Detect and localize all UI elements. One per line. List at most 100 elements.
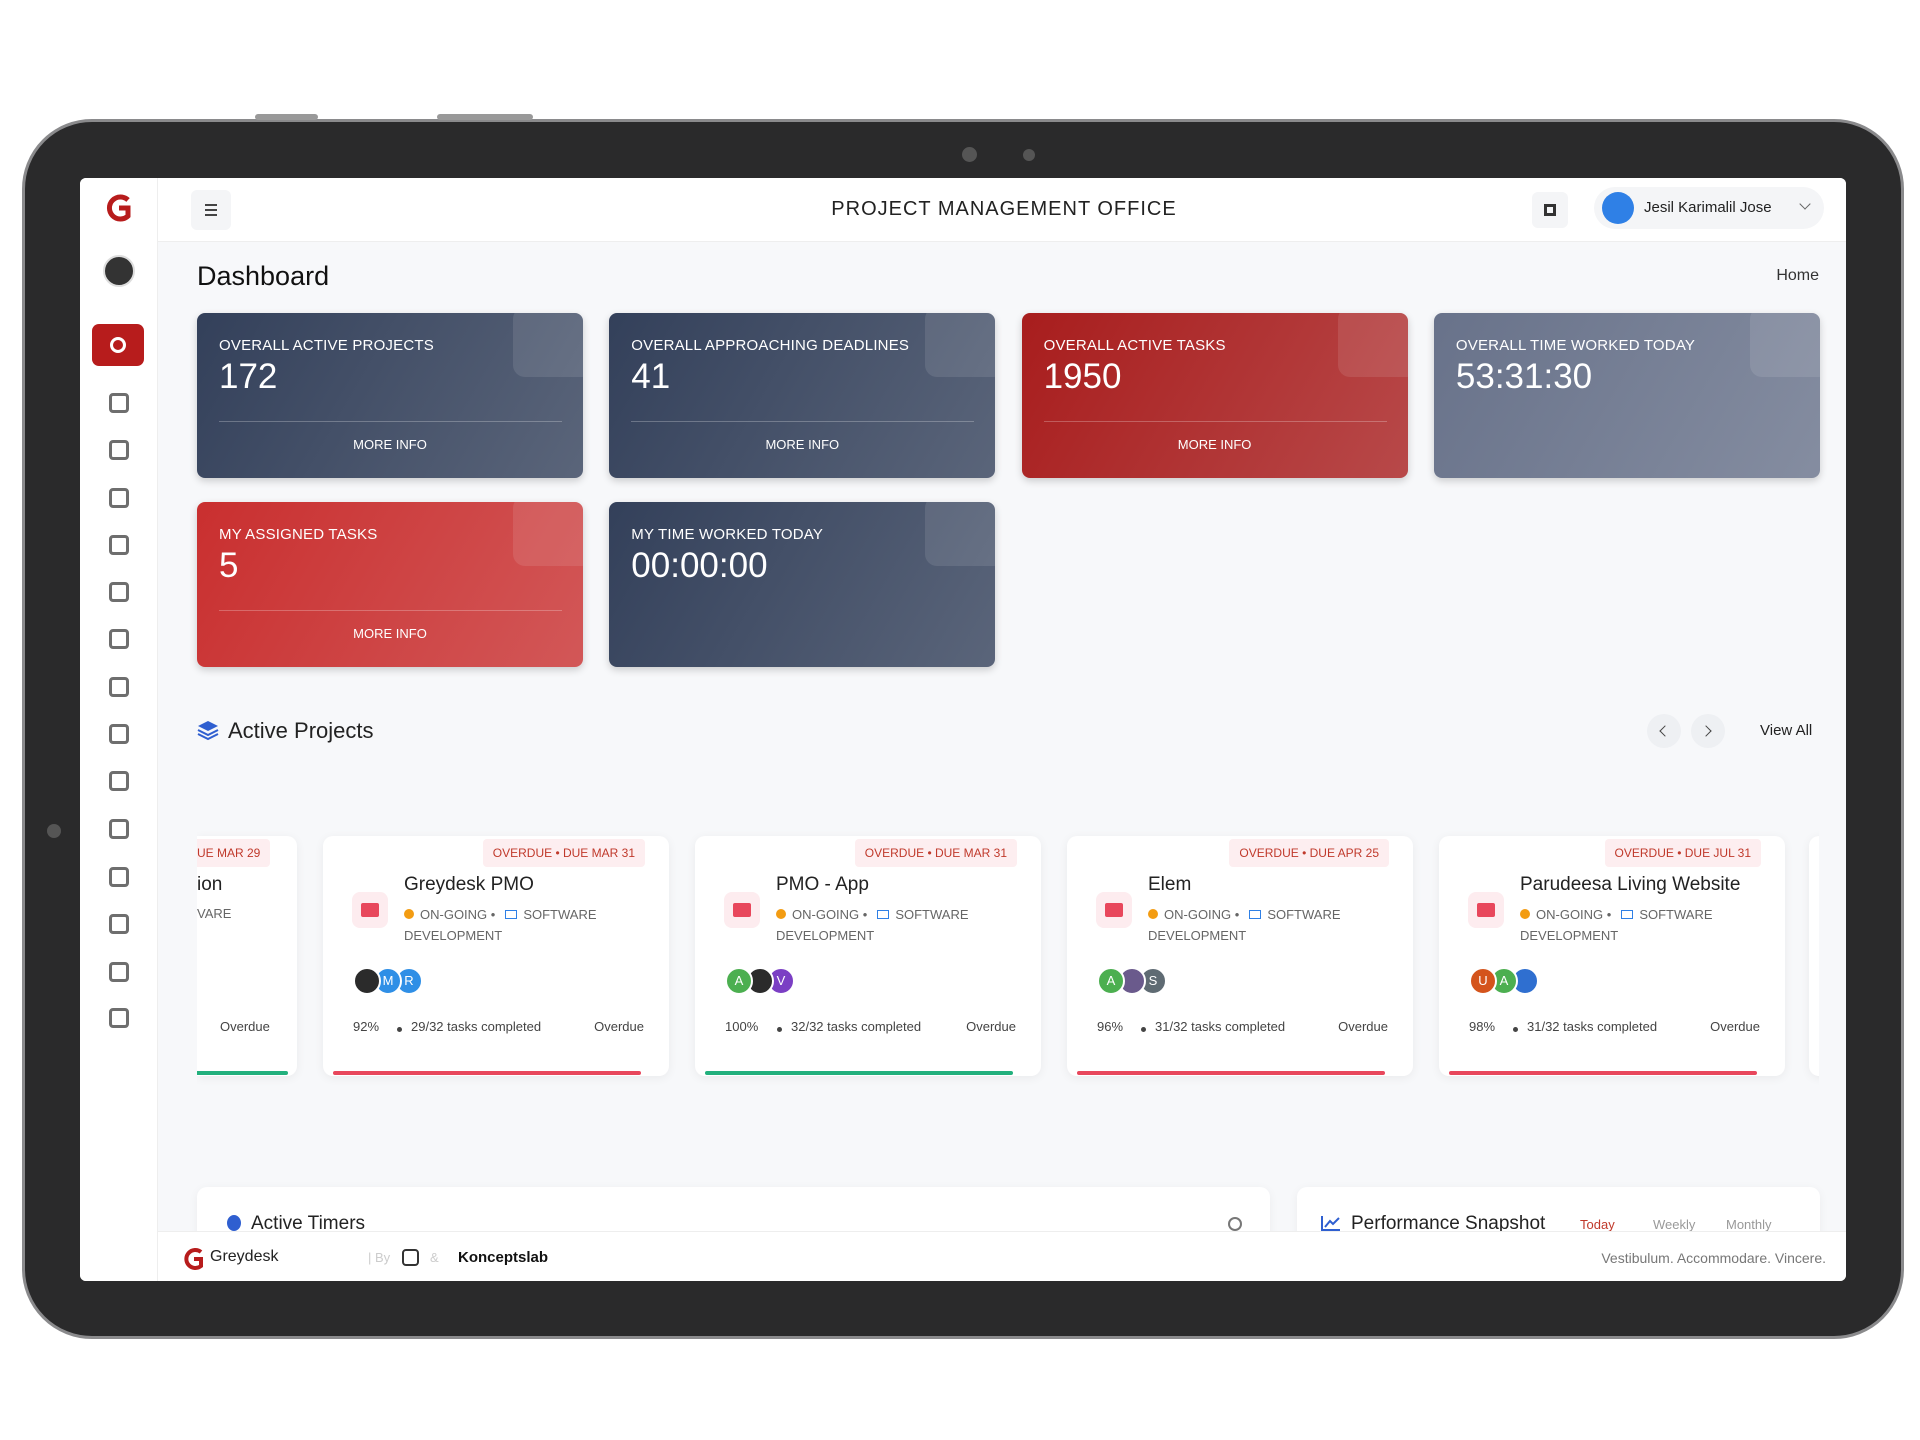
decorative-icon [925, 502, 996, 566]
stat-card: OVERALL ACTIVE PROJECTS 172 MORE INFO [197, 313, 583, 478]
nav-item[interactable] [109, 914, 129, 934]
nav-item[interactable] [109, 582, 129, 602]
avatar [746, 967, 774, 995]
avatar: U [1469, 967, 1497, 995]
project-card-partial[interactable]: UE MAR 29 ion VARE Overdue [197, 836, 297, 1076]
project-state: Overdue [1338, 1019, 1388, 1034]
decorative-icon [1749, 313, 1820, 377]
project-status: ON-GOING • [420, 907, 496, 922]
badge: OVERDUE • DUE JUL 31 [1604, 839, 1761, 867]
badge: UE MAR 29 [197, 839, 271, 867]
avatar: A [1097, 967, 1125, 995]
camera [962, 147, 977, 162]
status-icon [1148, 909, 1158, 919]
project-name: Greydesk PMO [404, 874, 534, 895]
stat-value: 5 [219, 546, 239, 585]
stat-value: 1950 [1043, 357, 1122, 396]
nav-item[interactable] [109, 819, 129, 839]
top-bar: PROJECT MANAGEMENT OFFICE Jesil Karimali… [158, 178, 1846, 242]
icon [733, 903, 751, 917]
footer-partner: Konceptslab [458, 1249, 549, 1266]
breadcrumb[interactable]: Home [1776, 267, 1819, 284]
prev-button[interactable] [1647, 714, 1681, 748]
tab[interactable]: Weekly [1653, 1217, 1696, 1232]
screen: PROJECT MANAGEMENT OFFICE Jesil Karimali… [80, 178, 1846, 1281]
separator-dot [1513, 1027, 1518, 1032]
tab[interactable]: Today [1580, 1217, 1615, 1232]
project-card[interactable]: OVERDUE • DUE MAR 31 PMO - App ON-GOING • S… [695, 836, 1041, 1076]
project-state: Overdue [220, 1019, 270, 1034]
status-icon [1520, 909, 1530, 919]
footer: Greydesk | By & Konceptslab Vestibulum. … [158, 1231, 1846, 1281]
section-title: Active Projects [228, 718, 374, 743]
project-card[interactable]: OVERDUE • DUE JUL 31 Parudeesa Living Web… [1439, 836, 1785, 1076]
next-button[interactable] [1691, 714, 1725, 748]
panel-title: Active Timers [251, 1213, 366, 1234]
nav-item[interactable] [109, 724, 129, 744]
progress-percent: 98% [1469, 1019, 1496, 1034]
separator-dot [397, 1027, 402, 1032]
hardware-button [437, 114, 533, 120]
progress-bar [333, 1071, 641, 1075]
tab[interactable]: Monthly [1726, 1217, 1772, 1232]
project-name: ion [197, 874, 223, 895]
stat-card: OVERALL ACTIVE TASKS 1950 MORE INFO [1021, 313, 1408, 478]
hardware-button [255, 114, 318, 120]
user-menu[interactable]: Jesil Karimalil Jose [1594, 187, 1824, 229]
project-state: Overdue [1710, 1019, 1760, 1034]
sensor [1023, 149, 1035, 161]
stat-label: OVERALL APPROACHING DEADLINES [631, 337, 910, 354]
folder-icon [352, 892, 388, 928]
nav-item[interactable] [109, 393, 129, 413]
project-card[interactable]: OVERDUE • DUE APR 25 Elem ON-GOING • SOFTWA… [1067, 836, 1413, 1076]
project-status: ON-GOING • [1164, 907, 1240, 922]
decorative-icon [925, 313, 996, 377]
nav-item[interactable] [109, 1008, 129, 1028]
nav-item[interactable] [109, 771, 129, 791]
view-all[interactable]: View All [1760, 722, 1813, 739]
more-info-link[interactable]: MORE INFO [1177, 437, 1252, 452]
stat-card: OVERALL APPROACHING DEADLINES 41 MORE INFO [609, 313, 996, 478]
fullscreen-button[interactable] [1532, 192, 1568, 228]
icon [1659, 725, 1671, 737]
stat-card: MY TIME WORKED TODAY 00:00:00 [609, 502, 996, 667]
separator-dot [777, 1027, 782, 1032]
footer-amp: & [430, 1250, 439, 1265]
more-info-link[interactable]: MORE INFO [353, 437, 427, 452]
folder-icon [1468, 892, 1504, 928]
avatar [1511, 967, 1539, 995]
stat-value: 00:00:00 [631, 546, 768, 585]
nav-item[interactable] [109, 962, 129, 982]
user-name: Jesil Karimalil Jose [1644, 199, 1772, 216]
nav-dashboard-active[interactable] [92, 324, 144, 366]
nav-item[interactable] [109, 629, 129, 649]
nav-item[interactable] [109, 867, 129, 887]
nav-item[interactable] [109, 677, 129, 697]
nav-item[interactable] [109, 440, 129, 460]
project-card[interactable]: OVERDUE • DUE MAR 31 Greydesk PMO ON-GOING… [323, 836, 669, 1076]
footer-logo [184, 1248, 203, 1270]
nav-item[interactable] [109, 535, 129, 555]
menu-toggle[interactable] [191, 190, 231, 230]
logo [107, 194, 131, 222]
projects-carousel: UE MAR 29 ion VARE Overdue OVERDUE • DUE… [197, 828, 1819, 1088]
nav-item[interactable] [109, 488, 129, 508]
icon [1700, 725, 1712, 737]
category-icon [1249, 910, 1262, 919]
decorative-icon [1337, 313, 1408, 377]
profile-avatar[interactable] [103, 255, 135, 287]
icon [227, 1215, 241, 1231]
refresh[interactable] [1228, 1217, 1242, 1231]
tasks-completed: 29/32 tasks completed [411, 1019, 542, 1034]
page-title: Dashboard [197, 261, 330, 291]
project-name: Elem [1148, 874, 1192, 895]
more-info-link[interactable]: MORE INFO [353, 626, 427, 641]
more-info-link[interactable]: MORE INFO [765, 437, 840, 452]
project-category: SOFTWARE DEVELOPMENT [1148, 907, 1341, 943]
section-icon [197, 721, 219, 741]
divider [1043, 421, 1387, 422]
user-icon [1602, 192, 1634, 224]
progress-bar [705, 1071, 1013, 1075]
badge: OVERDUE • DUE MAR 31 [854, 839, 1017, 867]
